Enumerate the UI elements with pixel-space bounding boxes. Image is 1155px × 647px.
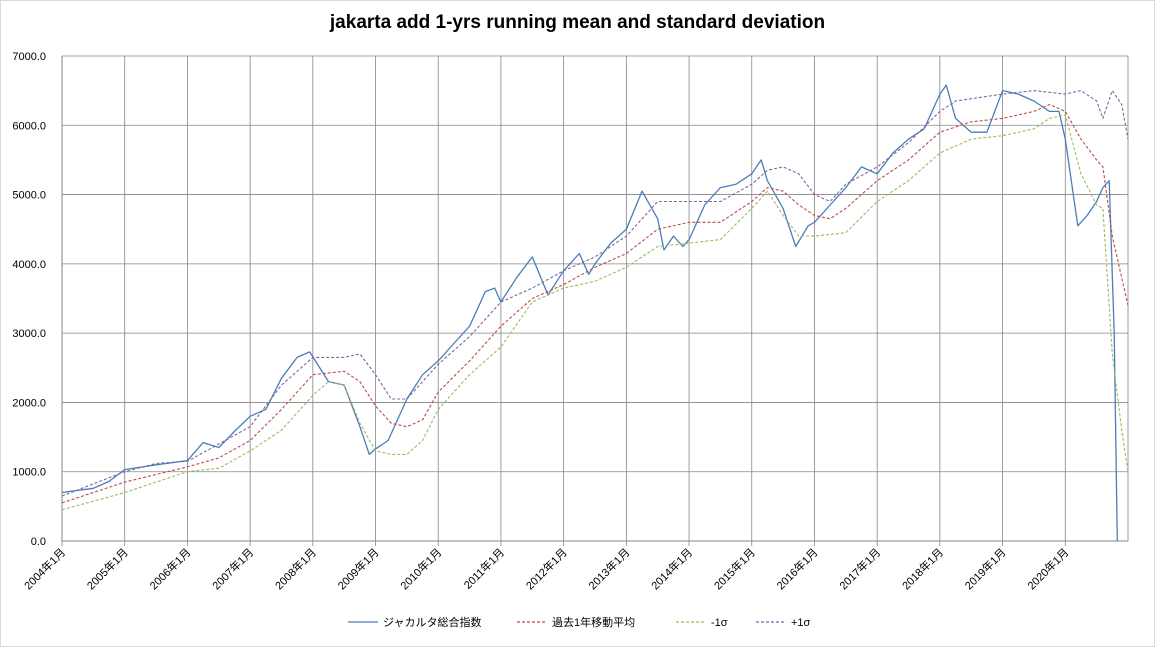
x-tick-label: 2012年1月: [523, 545, 570, 592]
legend-label-1: 過去1年移動平均: [552, 615, 635, 629]
x-tick-label: 2008年1月: [272, 545, 319, 592]
y-tick-label: 3000.0: [12, 328, 46, 340]
series-line-3: [61, 90, 1129, 497]
series-line-1: [61, 103, 1129, 504]
x-tick-label: 2005年1月: [84, 545, 131, 592]
axes: 0.0 1000.0 2000.0 3000.0 4000.0 5000.0 6000.0 7…: [12, 51, 1129, 592]
y-tick-label: 2000.0: [12, 397, 46, 409]
x-tick-label: 2009年1月: [335, 545, 382, 592]
legend-label-0: ジャカルタ総合指数: [383, 615, 481, 629]
x-tick-label: 2014年1月: [648, 545, 695, 592]
x-tick-label: 2013年1月: [585, 545, 632, 592]
x-tick-label: 2007年1月: [209, 545, 256, 592]
x-tick-label: 2015年1月: [711, 545, 758, 592]
chart-title: jakarta add 1-yrs running mean and stand…: [329, 12, 826, 33]
x-tick-label: 2017年1月: [836, 545, 883, 592]
x-tick-label: 2020年1月: [1024, 545, 1071, 592]
y-tick-label: 1000.0: [12, 467, 46, 479]
x-tick-label: 2019年1月: [962, 545, 1009, 592]
x-tick-label: 2018年1月: [899, 545, 946, 592]
legend: ジャカルタ総合指数 過去1年移動平均 -1σ +1σ: [348, 615, 811, 629]
y-tick-label: 6000.0: [12, 120, 46, 132]
x-tick-label: 2006年1月: [146, 545, 193, 592]
y-tick-label: 7000.0: [12, 51, 46, 63]
y-tick-label: 0.0: [31, 536, 46, 548]
series-line-2: [61, 114, 1129, 511]
legend-label-3: +1σ: [791, 617, 811, 629]
series-lines: [61, 84, 1129, 542]
legend-label-2: -1σ: [711, 617, 728, 629]
y-tick-label: 5000.0: [12, 190, 46, 202]
x-tick-label: 2004年1月: [21, 545, 68, 592]
x-tick-label: 2011年1月: [461, 545, 508, 592]
x-tick-label: 2010年1月: [397, 545, 444, 592]
y-tick-label: 4000.0: [12, 259, 46, 271]
series-line-0: [61, 84, 1118, 542]
x-tick-label: 2016年1月: [774, 545, 821, 592]
